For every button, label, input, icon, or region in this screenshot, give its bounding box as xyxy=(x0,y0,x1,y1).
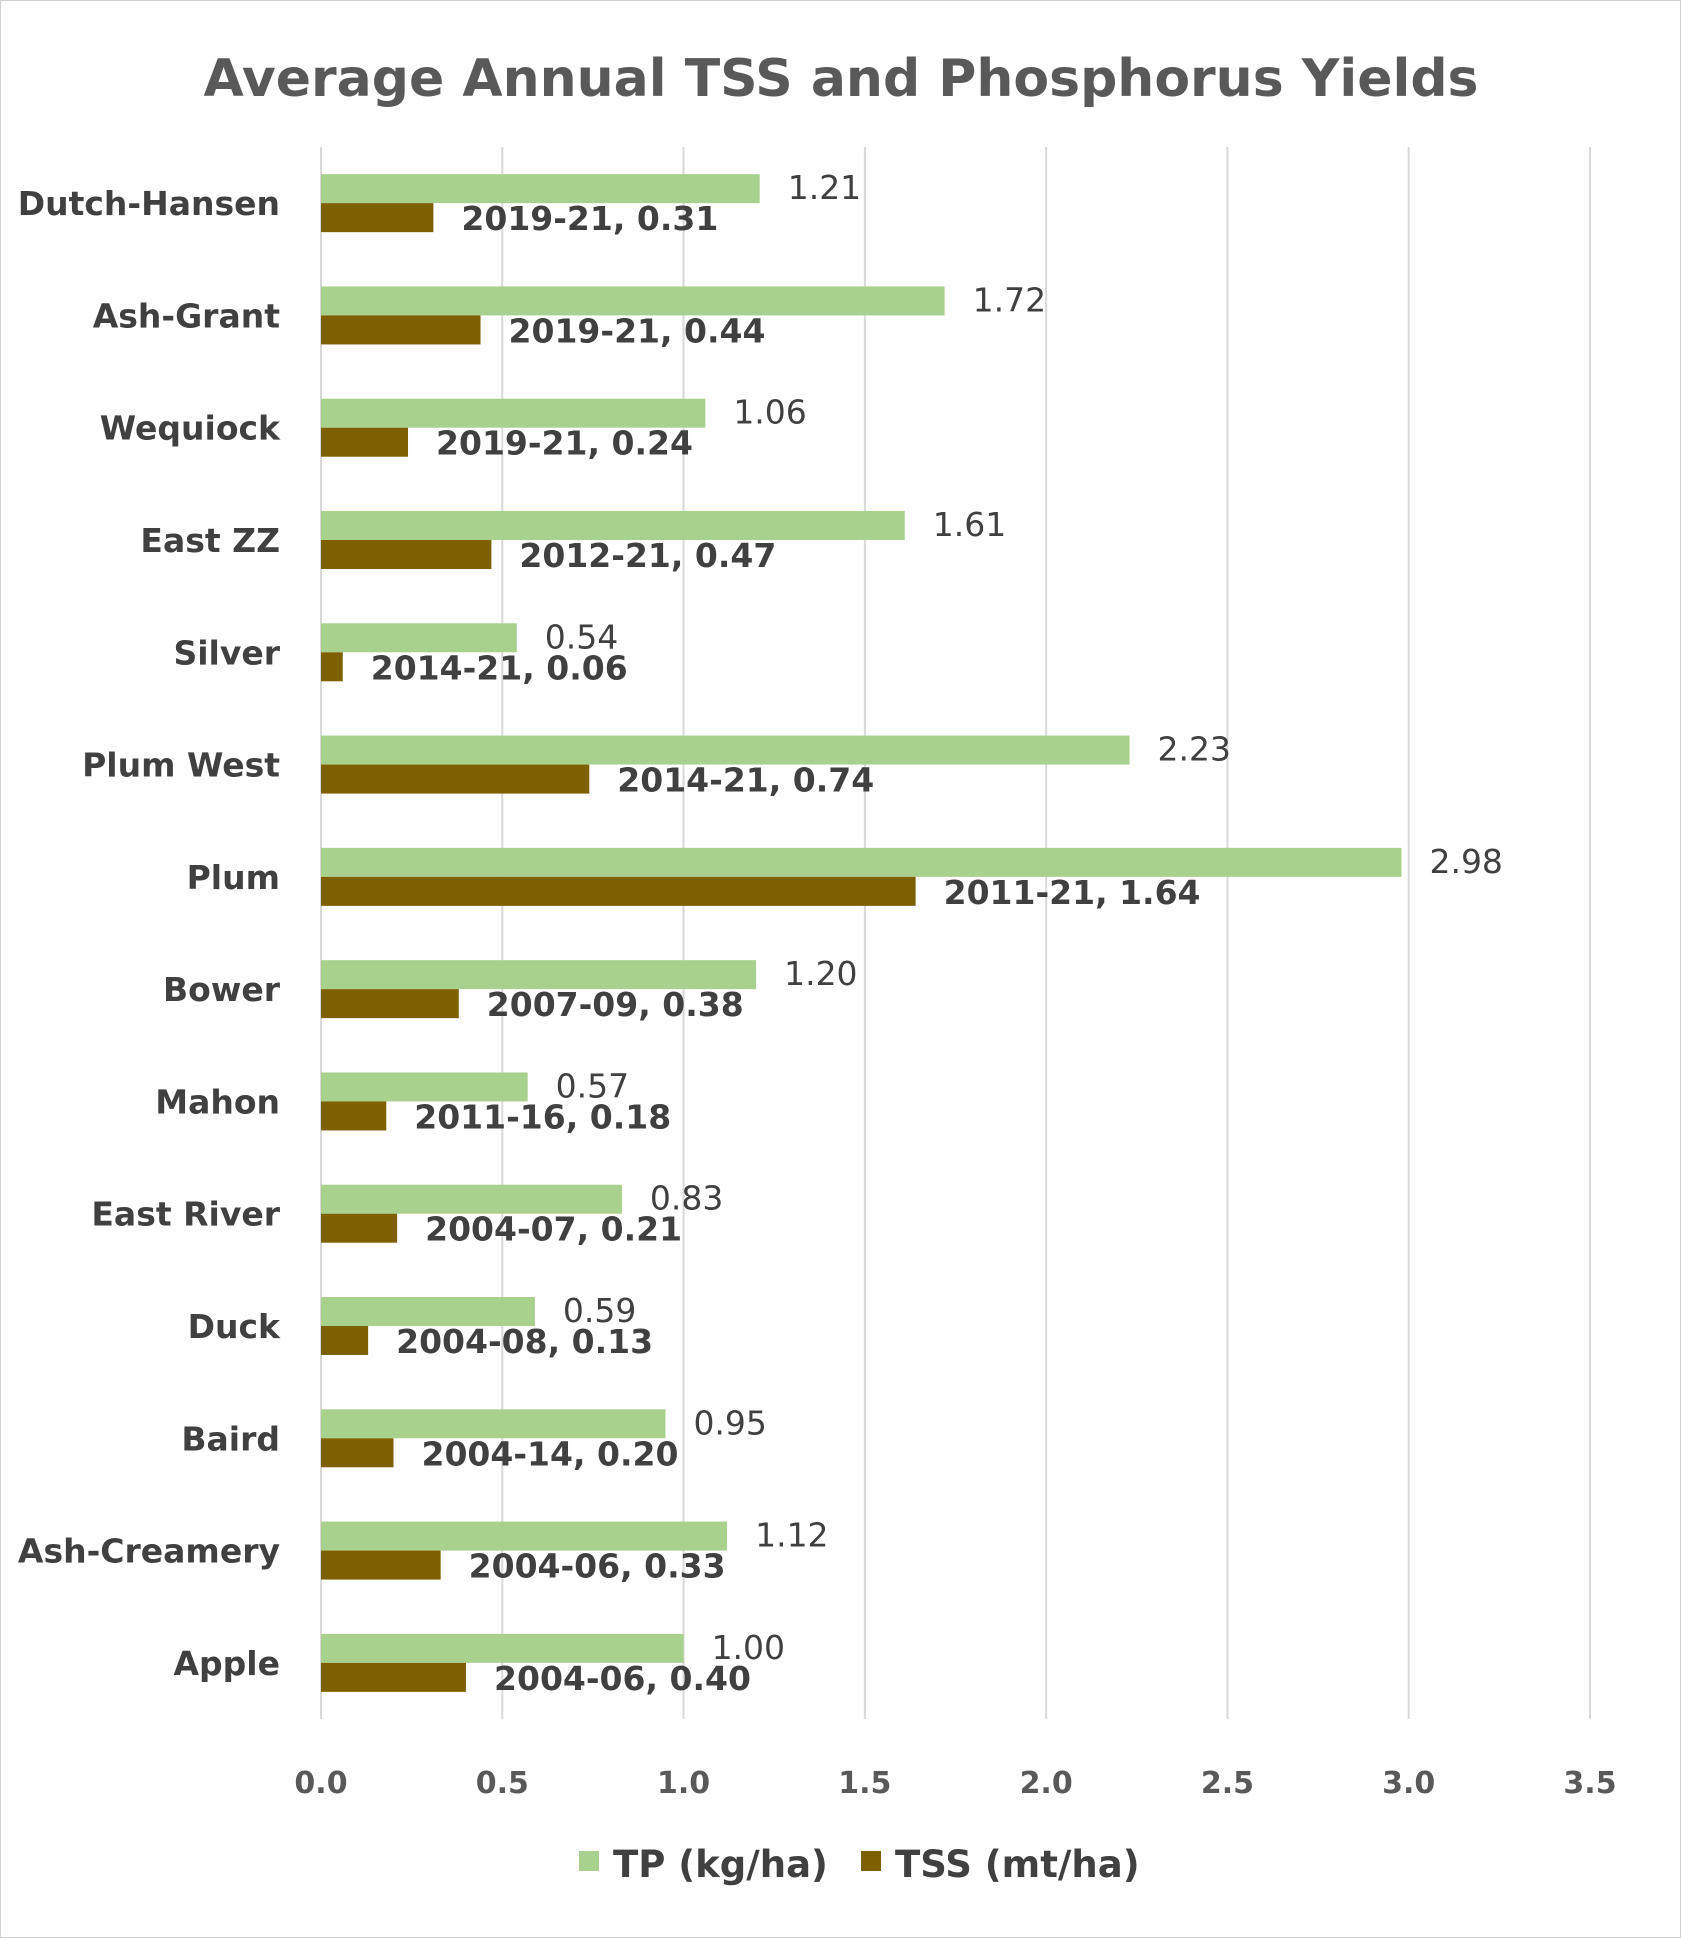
x-tick-label: 2.5 xyxy=(1201,1766,1254,1801)
category-label: Bower xyxy=(163,970,281,1009)
legend-label-tss: TSS (mt/ha) xyxy=(895,1843,1140,1886)
x-tick-label: 2.0 xyxy=(1020,1766,1073,1801)
tss-data-label: 2012-21, 0.47 xyxy=(519,536,776,575)
tp-bar xyxy=(321,960,757,990)
tss-bar xyxy=(321,989,459,1019)
tp-bar xyxy=(321,847,1402,877)
legend: TP (kg/ha) TSS (mt/ha) xyxy=(579,1843,1140,1886)
tp-data-label: 0.57 xyxy=(556,1066,629,1105)
tss-data-label: 2011-16, 0.18 xyxy=(414,1097,671,1136)
category-labels: Dutch-Hansen Ash-Grant Wequiock East ZZ Silv… xyxy=(18,184,281,1683)
tss-bar xyxy=(321,203,434,233)
tp-data-label: 2.98 xyxy=(1429,842,1502,881)
category-label: Plum xyxy=(187,858,280,897)
tss-bar xyxy=(321,652,343,682)
tp-bar xyxy=(321,735,1130,765)
tss-data-label: 2014-21, 0.74 xyxy=(617,761,874,800)
tss-bar xyxy=(321,1438,394,1468)
tss-bar xyxy=(321,876,916,906)
category-label: Mahon xyxy=(155,1082,280,1121)
tss-data-label: 2004-07, 0.21 xyxy=(425,1210,682,1249)
legend-swatch-tss xyxy=(861,1851,881,1871)
category-label: East River xyxy=(91,1195,280,1234)
tp-data-label: 1.06 xyxy=(733,393,806,432)
category-label: Wequiock xyxy=(100,409,281,448)
x-tick-label: 0.5 xyxy=(476,1766,529,1801)
tss-bar xyxy=(321,315,481,345)
tp-data-label: 0.95 xyxy=(693,1403,766,1442)
tp-bar xyxy=(321,1521,728,1551)
tss-data-label: 2014-21, 0.06 xyxy=(371,648,628,687)
tss-data-label: 2011-21, 1.64 xyxy=(944,873,1201,912)
tp-bar xyxy=(321,286,945,316)
tss-bar xyxy=(321,1326,369,1355)
tss-bar xyxy=(321,427,409,457)
tss-data-label: 2004-06, 0.33 xyxy=(469,1547,726,1586)
tp-bar xyxy=(321,1184,622,1214)
x-tick-label: 1.5 xyxy=(838,1766,891,1801)
tss-data-label: 2019-21, 0.24 xyxy=(436,424,693,463)
tp-bar xyxy=(321,511,905,540)
tp-data-label: 1.72 xyxy=(973,280,1046,319)
tp-bar xyxy=(321,623,517,653)
tp-data-label: 0.54 xyxy=(545,617,618,656)
tp-bar xyxy=(321,398,706,428)
category-label: Baird xyxy=(181,1419,280,1458)
category-label: Ash-Creamery xyxy=(18,1532,280,1571)
tss-bar xyxy=(321,1662,467,1692)
x-tick-label: 1.0 xyxy=(657,1766,710,1801)
category-label: Plum West xyxy=(82,746,280,785)
tp-data-label: 1.21 xyxy=(788,168,861,207)
x-tick-label: 3.0 xyxy=(1382,1766,1435,1801)
category-label: Apple xyxy=(174,1644,280,1683)
x-axis-ticks: 0.0 0.5 1.0 1.5 2.0 2.5 3.0 3.5 xyxy=(294,1766,1616,1801)
category-label: East ZZ xyxy=(140,521,280,560)
tss-bar xyxy=(321,540,492,569)
legend-swatch-tp xyxy=(579,1851,599,1871)
tp-bar xyxy=(321,1409,666,1439)
tp-data-label: 0.83 xyxy=(650,1179,723,1218)
tp-data-label: 0.59 xyxy=(563,1291,636,1330)
tp-data-label: 1.00 xyxy=(712,1628,785,1667)
tp-bar xyxy=(321,1072,528,1102)
tss-data-label: 2004-14, 0.20 xyxy=(422,1434,679,1473)
chart-title: Average Annual TSS and Phosphorus Yields xyxy=(203,49,1478,109)
legend-label-tp: TP (kg/ha) xyxy=(613,1843,828,1886)
tss-data-label: 2004-06, 0.40 xyxy=(494,1659,751,1698)
tp-bar xyxy=(321,174,760,204)
tss-data-label: 2004-08, 0.13 xyxy=(396,1322,653,1361)
x-tick-label: 0.0 xyxy=(294,1766,347,1801)
category-label: Ash-Grant xyxy=(93,296,280,335)
category-label: Dutch-Hansen xyxy=(18,184,280,223)
gridlines xyxy=(320,147,1591,1719)
tp-data-label: 1.12 xyxy=(755,1516,828,1555)
tss-data-label: 2007-09, 0.38 xyxy=(487,985,744,1024)
tp-data-label: 1.20 xyxy=(784,954,857,993)
tp-data-label: 2.23 xyxy=(1158,730,1231,769)
tss-data-label: 2019-21, 0.44 xyxy=(509,311,766,350)
tp-bar xyxy=(321,1297,535,1326)
tss-bar xyxy=(321,1213,398,1243)
tss-bar xyxy=(321,1101,387,1131)
bars: 1.21 2019-21, 0.31 1.72 2019-21, 0.44 1.06 20… xyxy=(321,168,1503,1698)
x-tick-label: 3.5 xyxy=(1563,1766,1616,1801)
tp-bar xyxy=(321,1633,684,1663)
category-label: Duck xyxy=(188,1307,281,1346)
tss-data-label: 2019-21, 0.31 xyxy=(461,199,718,238)
tss-bar xyxy=(321,1550,441,1580)
tss-bar xyxy=(321,764,590,794)
category-label: Silver xyxy=(173,633,280,672)
tp-data-label: 1.61 xyxy=(933,505,1006,544)
